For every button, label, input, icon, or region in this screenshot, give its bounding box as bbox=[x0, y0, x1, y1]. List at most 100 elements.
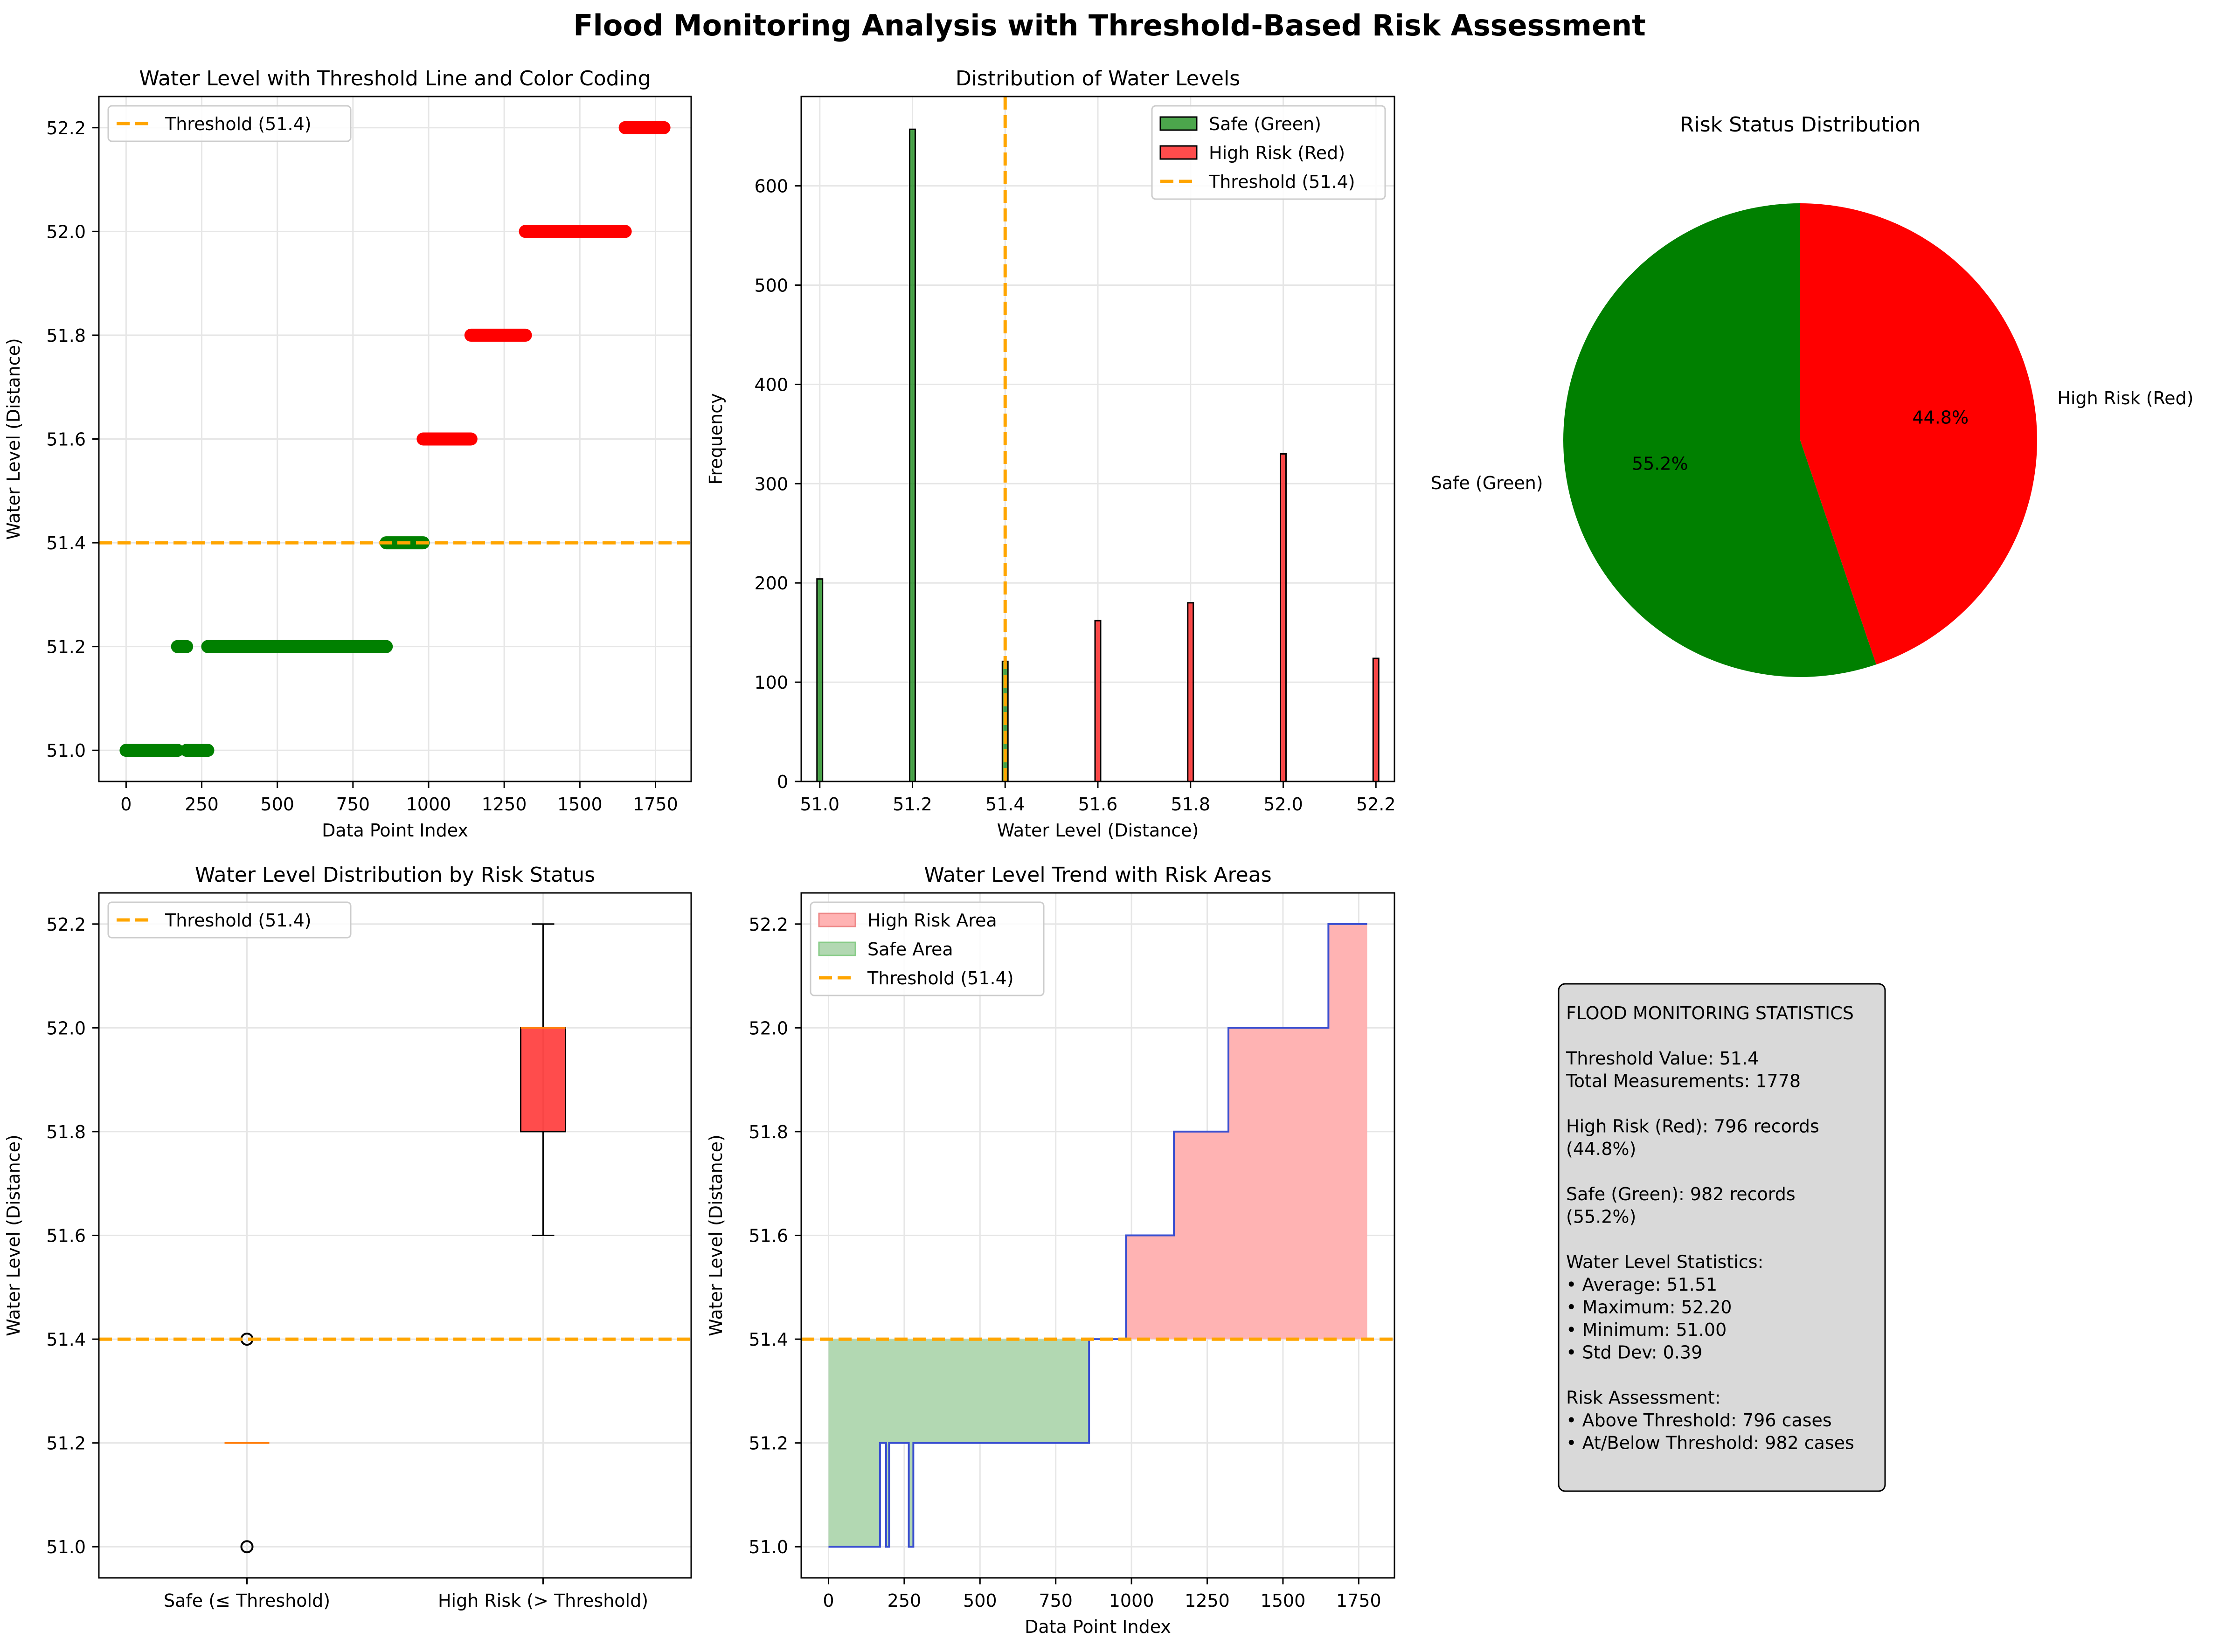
chart-title: Water Level with Threshold Line and Colo… bbox=[139, 67, 651, 90]
x-tick-label: 51.0 bbox=[800, 794, 839, 815]
y-tick-label: 52.0 bbox=[46, 221, 86, 242]
x-tick-label: 1500 bbox=[1261, 1590, 1306, 1611]
legend-entry: Safe (Green) bbox=[1209, 114, 1321, 134]
y-tick-label: 400 bbox=[754, 374, 788, 395]
stats-line: • Std Dev: 0.39 bbox=[1566, 1342, 1702, 1363]
legend-box bbox=[1151, 105, 1386, 200]
x-tick-label: 750 bbox=[1039, 1590, 1073, 1611]
scatter-panel: 51.0 51.2 51.4 51.6 51.8 52.0 52.2 0 250 500 750 10… bbox=[3, 67, 692, 841]
x-tick-label: 0 bbox=[120, 794, 132, 815]
legend-box bbox=[107, 105, 352, 142]
y-axis-label: Water Level (Distance) bbox=[706, 1134, 726, 1336]
y-tick-label: 52.2 bbox=[749, 914, 788, 935]
outlier-point bbox=[240, 1540, 254, 1554]
legend-box bbox=[810, 901, 1045, 996]
legend-swatch bbox=[1159, 116, 1198, 131]
stats-line: FLOOD MONITORING STATISTICS bbox=[1566, 1003, 1854, 1023]
slice-percent: 55.2% bbox=[1632, 454, 1688, 474]
y-tick-label: 51.2 bbox=[749, 1433, 788, 1454]
y-axis-label: Frequency bbox=[706, 393, 726, 484]
safe-slice bbox=[1563, 203, 1877, 677]
category-label: High Risk (> Threshold) bbox=[438, 1590, 648, 1611]
slice-percent: 44.8% bbox=[1912, 407, 1969, 428]
risk-hist-bar bbox=[1372, 657, 1380, 782]
x-tick-label: 51.4 bbox=[985, 794, 1025, 815]
x-axis-label: Data Point Index bbox=[1025, 1617, 1171, 1637]
y-tick-label: 51.4 bbox=[46, 533, 86, 553]
legend-box bbox=[107, 901, 352, 939]
y-tick-label: 0 bbox=[777, 772, 788, 792]
x-tick-label: 51.2 bbox=[893, 794, 932, 815]
y-tick-label: 51.4 bbox=[46, 1329, 86, 1350]
stats-box bbox=[1558, 983, 1886, 1492]
legend-entry: Safe Area bbox=[867, 939, 953, 960]
chart-title: Water Level Trend with Risk Areas bbox=[924, 863, 1271, 887]
x-tick-label: 500 bbox=[963, 1590, 997, 1611]
y-tick-label: 51.8 bbox=[749, 1122, 788, 1142]
x-tick-label: 1750 bbox=[633, 794, 678, 815]
risk-box bbox=[520, 1027, 566, 1133]
y-tick-label: 51.8 bbox=[46, 1122, 86, 1142]
chart-title: Risk Status Distribution bbox=[1680, 113, 1921, 137]
x-tick-label: 1250 bbox=[1185, 1590, 1230, 1611]
risk-hist-bar bbox=[1187, 602, 1194, 782]
legend-swatch bbox=[818, 912, 856, 927]
y-tick-label: 100 bbox=[754, 672, 788, 693]
x-tick-label: 250 bbox=[185, 794, 219, 815]
stats-line: • At/Below Threshold: 982 cases bbox=[1566, 1433, 1854, 1453]
stats-line: Safe (Green): 982 records bbox=[1566, 1184, 1796, 1204]
legend-entry: High Risk Area bbox=[867, 910, 997, 931]
y-tick-label: 51.2 bbox=[46, 1433, 86, 1454]
legend-entry: Threshold (51.4) bbox=[867, 968, 1014, 988]
legend-entry: Threshold (51.4) bbox=[165, 114, 312, 134]
legend-entry: High Risk (Red) bbox=[1209, 143, 1345, 163]
stats-line: Water Level Statistics: bbox=[1566, 1252, 1763, 1272]
risk-hist-bar bbox=[1094, 620, 1102, 782]
trend-panel: 51.0 51.2 51.4 51.6 51.8 52.0 52.2 0 250 500 750 10… bbox=[706, 863, 1395, 1637]
y-tick-label: 51.8 bbox=[46, 325, 86, 346]
y-tick-label: 51.6 bbox=[749, 1226, 788, 1246]
y-tick-label: 200 bbox=[754, 573, 788, 594]
x-tick-label: 750 bbox=[336, 794, 370, 815]
y-tick-label: 52.0 bbox=[749, 1018, 788, 1038]
axes-frame bbox=[98, 892, 692, 1579]
stats-panel: FLOOD MONITORING STATISTICS Threshold Val… bbox=[1558, 983, 1886, 1492]
stats-line: Risk Assessment: bbox=[1566, 1388, 1721, 1408]
risk-hist-bar bbox=[1280, 453, 1287, 782]
x-tick-label: 52.2 bbox=[1356, 794, 1396, 815]
y-tick-label: 51.2 bbox=[46, 637, 86, 657]
y-tick-label: 600 bbox=[754, 176, 788, 197]
y-tick-label: 52.0 bbox=[46, 1018, 86, 1038]
x-tick-label: 1250 bbox=[482, 794, 527, 815]
x-tick-label: 1000 bbox=[1109, 1590, 1154, 1611]
y-axis-label: Water Level (Distance) bbox=[3, 338, 24, 540]
stats-line: (44.8%) bbox=[1566, 1139, 1636, 1159]
pie-panel: Risk Status Distribution Safe (Green) 55.2… bbox=[1431, 113, 2193, 677]
boxplot-panel: 51.0 51.2 51.4 51.6 51.8 52.0 52.2 Safe (≤ Thre… bbox=[3, 863, 692, 1611]
legend-entry: Threshold (51.4) bbox=[1208, 172, 1355, 192]
risk-slice bbox=[1800, 203, 2037, 665]
x-tick-label: 1000 bbox=[406, 794, 451, 815]
x-tick-label: 0 bbox=[823, 1590, 834, 1611]
slice-label: Safe (Green) bbox=[1431, 473, 1543, 493]
chart-title: Distribution of Water Levels bbox=[956, 67, 1240, 90]
stats-line: • Above Threshold: 796 cases bbox=[1566, 1410, 1832, 1431]
legend-entry: Threshold (51.4) bbox=[165, 910, 312, 931]
y-tick-label: 52.2 bbox=[46, 914, 86, 935]
axes-frame bbox=[800, 96, 1395, 782]
stats-line: • Average: 51.51 bbox=[1566, 1274, 1717, 1295]
y-tick-label: 51.0 bbox=[46, 1537, 86, 1557]
stats-line: High Risk (Red): 796 records bbox=[1566, 1116, 1819, 1137]
safe-hist-bar bbox=[816, 578, 824, 782]
y-tick-label: 51.6 bbox=[46, 429, 86, 450]
stats-line: (55.2%) bbox=[1566, 1207, 1636, 1227]
chart-title: Water Level Distribution by Risk Status bbox=[195, 863, 595, 887]
category-label: Safe (≤ Threshold) bbox=[164, 1590, 330, 1611]
y-axis-label: Water Level (Distance) bbox=[3, 1134, 24, 1336]
x-tick-label: 1500 bbox=[557, 794, 603, 815]
histogram-panel: 0 100 200 300 400 500 600 51.0 51.2 51.4 51.6 51.8 5… bbox=[706, 67, 1396, 841]
axes-frame bbox=[98, 96, 692, 782]
y-tick-label: 500 bbox=[754, 276, 788, 296]
safe-hist-bar bbox=[909, 128, 916, 782]
